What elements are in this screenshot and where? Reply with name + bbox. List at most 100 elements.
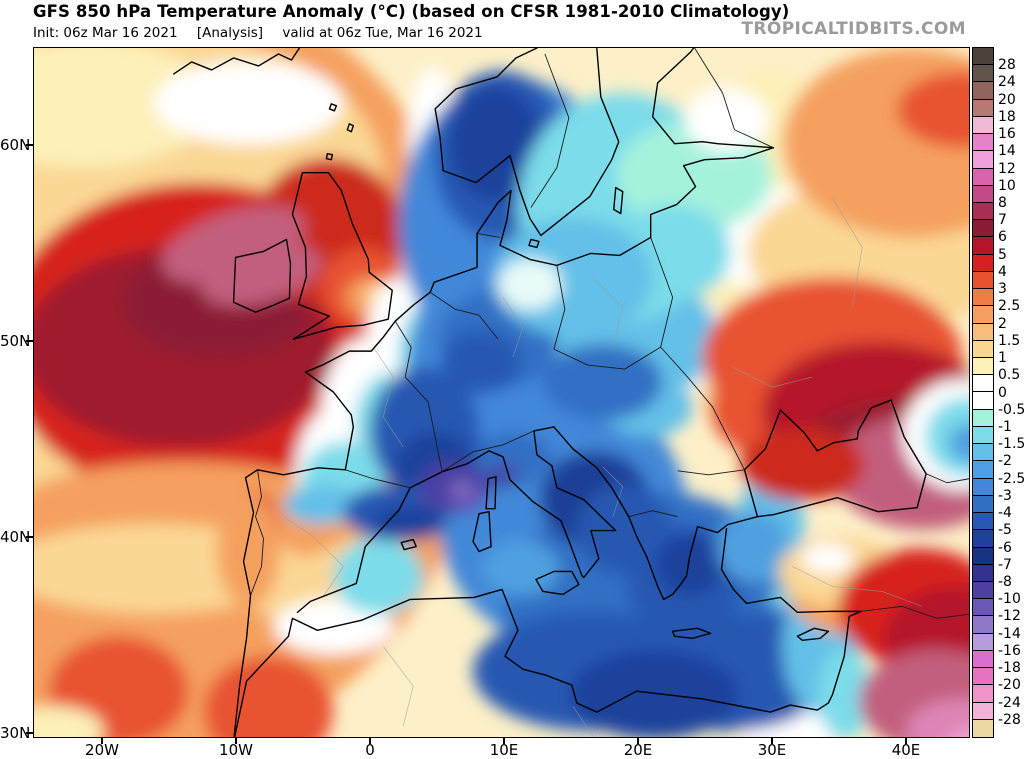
colorbar-label: -6 (998, 539, 1012, 556)
coastline (233, 147, 775, 737)
admin-border (373, 346, 404, 448)
colorbar-band (973, 185, 993, 204)
colorbar (972, 47, 994, 738)
lon-tick-mark (771, 738, 773, 744)
coastline (553, 426, 759, 601)
colorbar-label: 14 (998, 143, 1016, 160)
colorbar-band (973, 340, 993, 359)
lat-tick-mark (26, 144, 34, 146)
country-border (553, 265, 566, 350)
anomaly-field-layer (34, 48, 969, 737)
admin-border (283, 516, 344, 597)
lon-tick-label: 10E (489, 741, 519, 759)
colorbar-label: 6 (998, 229, 1007, 246)
coastline (173, 48, 301, 75)
coastline (325, 152, 334, 161)
map-canvas (33, 47, 970, 738)
colorbar-label: 16 (998, 126, 1016, 143)
admin-border (602, 466, 624, 517)
coastline (671, 627, 712, 639)
colorbar-band (973, 375, 993, 393)
colorbar-label: -4 (998, 505, 1012, 522)
colorbar-band (973, 702, 993, 720)
colorbar-band (973, 116, 993, 135)
lon-tick-mark (235, 738, 237, 744)
colorbar-label: 20 (998, 91, 1016, 108)
colorbar-label: 1.5 (998, 332, 1021, 349)
coastline (346, 123, 355, 133)
country-borders-layer (250, 48, 969, 619)
admin-border (502, 297, 524, 358)
country-border (476, 233, 501, 238)
anomaly-blob (373, 504, 446, 541)
anomaly-map-svg (34, 48, 969, 737)
colorbar-label: -7 (998, 556, 1012, 573)
anomaly-blob (740, 428, 865, 501)
anomaly-blob (441, 330, 521, 394)
admin-border (572, 705, 594, 737)
colorbar-band (973, 650, 993, 669)
anomaly-blob (34, 48, 214, 168)
anomaly-blob (483, 540, 559, 597)
colorbar-label: 1 (998, 350, 1007, 367)
colorbar-label: 0 (998, 384, 1007, 401)
anomaly-blob (801, 543, 854, 574)
colorbar-band (973, 134, 993, 152)
colorbar-band (973, 564, 993, 582)
watermark-text: TROPICALTIDBITS.COM (741, 19, 966, 39)
colorbar-band (973, 392, 993, 410)
country-border (677, 469, 745, 476)
colorbar-band (973, 633, 993, 651)
coastline (328, 103, 338, 112)
coastline (651, 48, 775, 149)
country-border (530, 53, 570, 208)
colorbar-label: -2 (998, 453, 1012, 470)
coastline (233, 527, 862, 737)
colorbar-label: -12 (998, 608, 1021, 625)
country-border (925, 473, 969, 484)
colorbar-label: 12 (998, 160, 1016, 177)
colorbar-band (973, 306, 993, 324)
valid-time: valid at 06z Tue, Mar 16 2021 (282, 25, 483, 41)
admin-border (383, 646, 414, 727)
lon-tick-mark (101, 738, 103, 744)
country-border (441, 430, 535, 473)
anomaly-blob (490, 463, 516, 482)
colorbar-label: -8 (998, 573, 1012, 590)
anomaly-blob (283, 484, 360, 525)
anomaly-blob (655, 532, 724, 597)
country-border (429, 291, 499, 340)
lon-tick-label: 20W (85, 741, 119, 759)
lat-tick-label: 60N (0, 136, 31, 154)
lat-tick-mark (26, 340, 34, 342)
lon-tick-label: 20E (623, 741, 653, 759)
colorbar-label: 24 (998, 74, 1016, 91)
colorbar-band (973, 323, 993, 341)
lat-tick-mark (26, 536, 34, 538)
colorbar-band (973, 547, 993, 565)
colorbar-label: 10 (998, 177, 1016, 194)
anomaly-blob (949, 729, 969, 737)
country-border (861, 605, 969, 619)
country-border (345, 469, 411, 489)
lon-tick-mark (905, 738, 907, 744)
lon-tick-label: 40E (891, 741, 921, 759)
coastline (232, 238, 292, 313)
coastline (472, 510, 492, 553)
colorbar-band (973, 203, 993, 221)
colorbar-label: -28 (998, 711, 1021, 728)
lat-tick-label: 50N (0, 332, 31, 350)
colorbar-band (973, 616, 993, 634)
anomaly-blob (906, 698, 969, 737)
colorbar-label: -16 (998, 642, 1021, 659)
anomaly-blob (897, 71, 969, 148)
country-border (553, 346, 661, 370)
anomaly-blob (333, 538, 424, 615)
coastline (291, 171, 393, 340)
colorbar-band (973, 581, 993, 600)
colorbar-label: 2 (998, 315, 1007, 332)
colorbar-band (973, 685, 993, 703)
anomaly-blob (34, 706, 104, 737)
colorbar-label: -1 (998, 418, 1012, 435)
